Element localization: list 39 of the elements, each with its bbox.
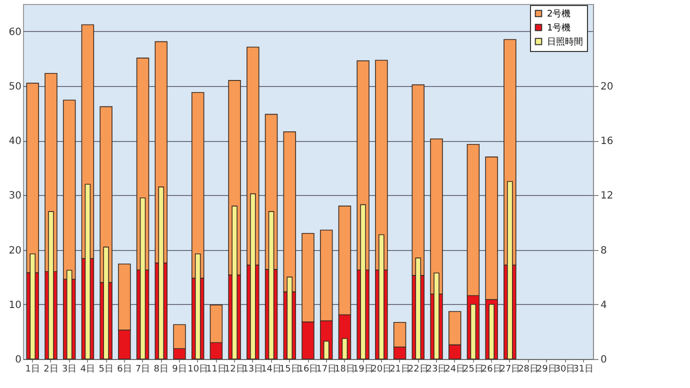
- x-tick-label: 2日: [44, 364, 58, 374]
- x-tick-label: 17日: [316, 364, 337, 374]
- y-tick-label: 0: [15, 354, 22, 366]
- y-tick-label: 30: [8, 190, 22, 202]
- y2-tick-label: 0: [600, 354, 607, 366]
- x-tick-label: 5日: [98, 364, 114, 374]
- x-tick-label: 7日: [135, 364, 150, 374]
- x-tick-label: 25日: [462, 364, 484, 374]
- x-tick-label: 12日: [224, 364, 245, 374]
- x-tick-label: 29日: [536, 364, 557, 374]
- x-tick-label: 26日: [481, 364, 502, 374]
- x-tick-label: 22日: [408, 364, 428, 374]
- y-tick-label: 10: [8, 300, 22, 311]
- y2-tick-label: 4: [600, 300, 607, 311]
- x-tick-label: 6日: [117, 364, 132, 374]
- legend-label: 1号機: [547, 22, 571, 34]
- x-tick-label: 9日: [172, 364, 187, 374]
- y-tick-label: 50: [8, 81, 22, 92]
- x-tick-label: 18日: [334, 364, 355, 374]
- x-tick-label: 13日: [242, 364, 264, 374]
- y-tick-label: 60: [8, 26, 22, 38]
- y-tick-label: 40: [8, 136, 22, 148]
- x-tick-label: 8日: [154, 364, 169, 374]
- x-tick-label: 10日: [188, 364, 208, 374]
- x-tick-label: 19日: [352, 364, 374, 374]
- legend-label: 2号機: [547, 8, 571, 20]
- y2-tick-label: 20: [600, 81, 614, 92]
- y2-tick-label: 8: [600, 245, 607, 256]
- x-tick-label: 3日: [62, 364, 77, 374]
- y2-tick-label: 16: [600, 136, 614, 148]
- x-tick-label: 11日: [206, 364, 226, 374]
- y2-tick-label: 12: [600, 190, 614, 202]
- x-tick-label: 1日: [25, 364, 40, 374]
- y-tick-label: 20: [8, 245, 22, 256]
- x-tick-label: 4日: [80, 364, 96, 374]
- x-tick-label: 31日: [573, 364, 594, 374]
- x-tick-label: 16日: [298, 364, 318, 374]
- legend-label: 日照時間: [547, 36, 583, 48]
- x-tick-label: 15日: [279, 364, 300, 374]
